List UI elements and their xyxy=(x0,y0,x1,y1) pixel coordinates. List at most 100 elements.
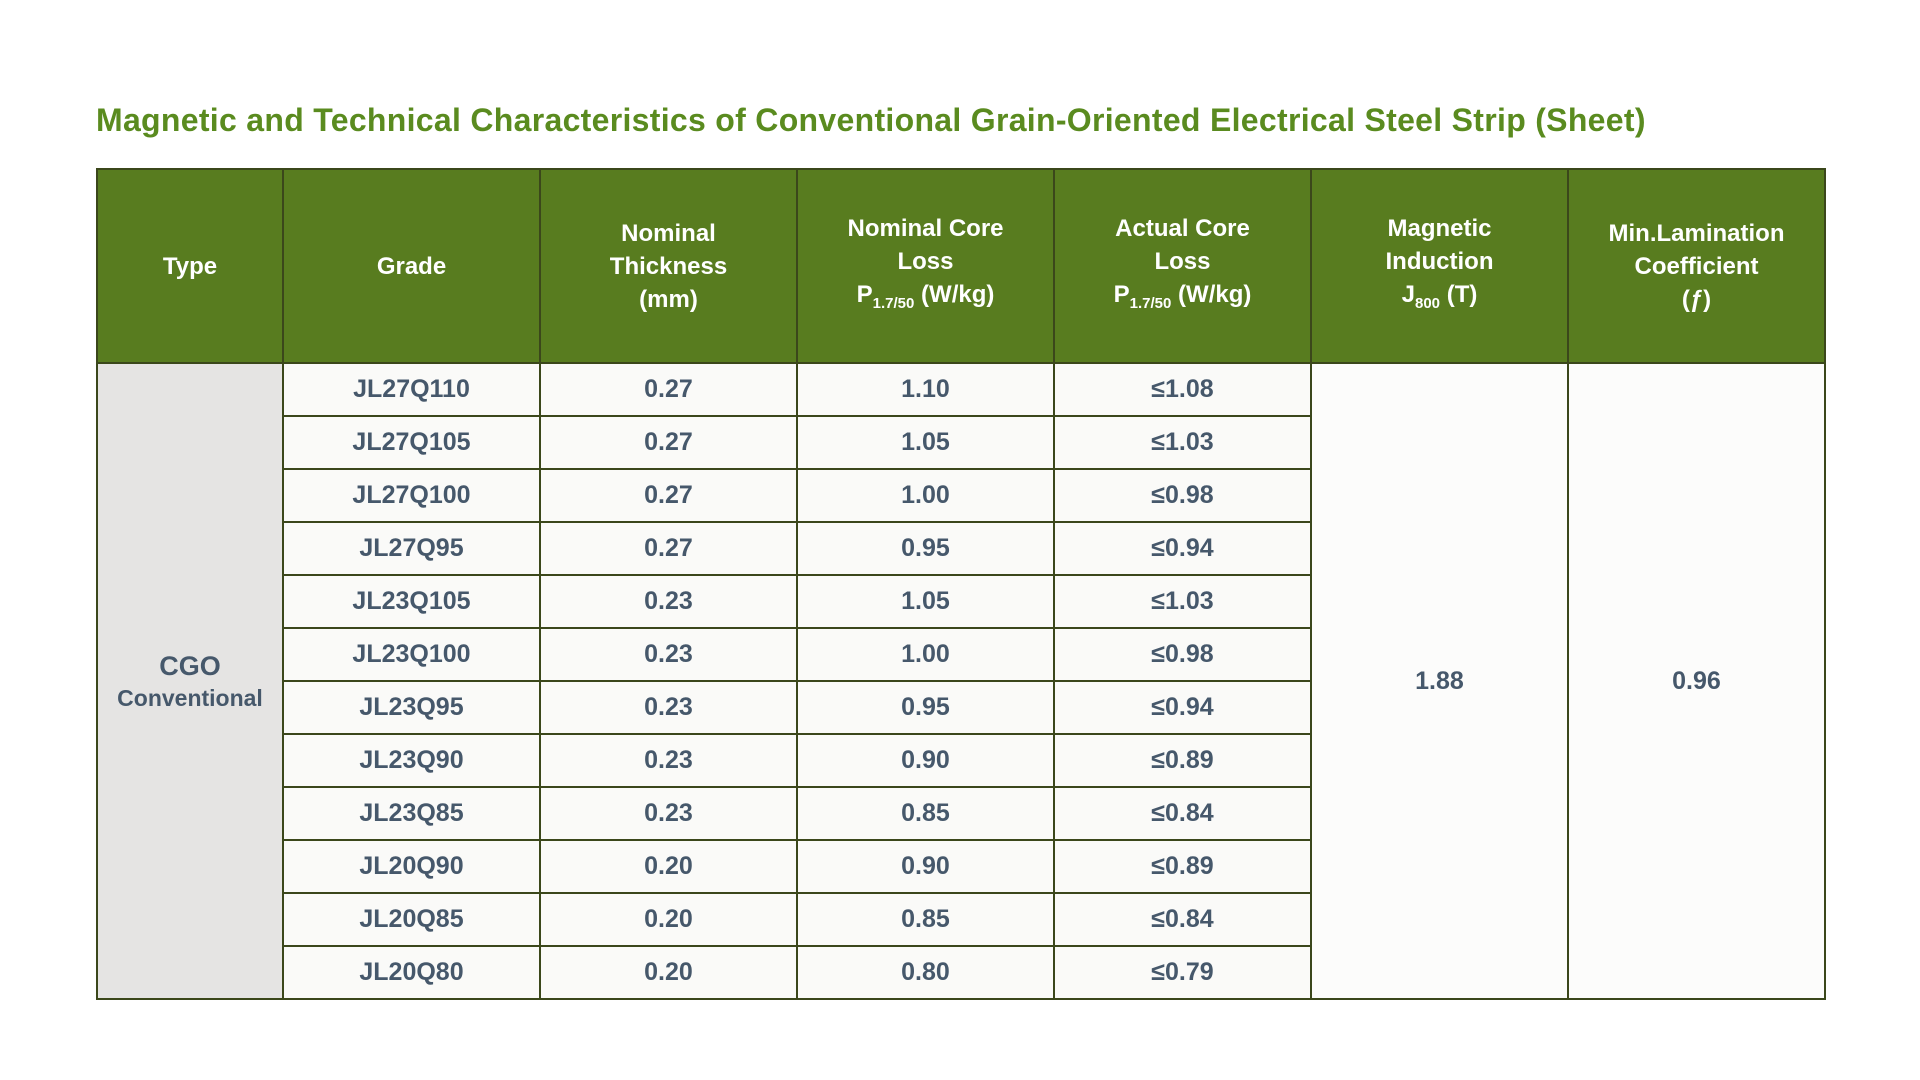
nominal-thickness-cell: 0.23 xyxy=(539,680,798,735)
grade-cell: JL20Q80 xyxy=(282,945,541,1000)
header-label-line: Magnetic xyxy=(1387,215,1492,243)
actual-core-loss-cell: ≤0.98 xyxy=(1053,468,1312,523)
formula-unit: (W/kg) xyxy=(1171,281,1252,309)
header-formula: J800 (T) xyxy=(1312,278,1567,320)
nominal-core-loss-cell: 0.90 xyxy=(796,839,1055,894)
nominal-thickness-cell: 0.27 xyxy=(539,521,798,576)
header-label-line: Loss xyxy=(897,248,954,276)
grade-cell: JL23Q105 xyxy=(282,574,541,629)
grade-cell: JL23Q90 xyxy=(282,733,541,788)
table-row: CGO Conventional JL27Q110 0.27 1.10 ≤1.08 1.88… xyxy=(96,362,1826,1000)
nominal-core-loss-cell: 0.85 xyxy=(796,786,1055,841)
grade-cell: JL20Q85 xyxy=(282,892,541,947)
grade-cell: JL23Q100 xyxy=(282,627,541,682)
table-row: JL23Q100 0.23 1.00 ≤0.98 xyxy=(97,627,1825,682)
nominal-core-loss-cell: 1.00 xyxy=(796,627,1055,682)
actual-core-loss-cell: ≤0.89 xyxy=(1053,839,1312,894)
nominal-thickness-cell: 0.23 xyxy=(539,733,798,788)
nominal-core-loss-cell: 0.95 xyxy=(796,680,1055,735)
nominal-thickness-cell: 0.20 xyxy=(539,839,798,894)
column-header-lamination-coefficient: Min.Lamination Coefficient (ƒ) xyxy=(1567,168,1826,364)
actual-core-loss-cell: ≤0.94 xyxy=(1053,680,1312,735)
nominal-thickness-cell: 0.23 xyxy=(539,786,798,841)
table-row: JL23Q105 0.23 1.05 ≤1.03 xyxy=(97,574,1825,629)
magnetic-induction-cell: 1.88 xyxy=(1310,362,1569,1000)
header-label: Type xyxy=(162,252,218,280)
header-label-line: Loss xyxy=(1154,248,1211,276)
actual-core-loss-cell: ≤1.08 xyxy=(1053,362,1312,417)
column-header-type: Type xyxy=(96,168,284,364)
type-label-cgo: CGO xyxy=(159,651,221,681)
actual-core-loss-cell: ≤0.84 xyxy=(1053,892,1312,947)
header-label-line: Thickness xyxy=(609,252,728,280)
formula-subscript: 1.7/50 xyxy=(1129,294,1172,312)
table-row: JL20Q80 0.20 0.80 ≤0.79 xyxy=(97,945,1825,1000)
table-header: Type Grade Nominal Thickness (mm) Nomina… xyxy=(96,168,1826,364)
nominal-core-loss-cell: 1.05 xyxy=(796,574,1055,629)
actual-core-loss-cell: ≤0.94 xyxy=(1053,521,1312,576)
grade-cell: JL27Q110 xyxy=(282,362,541,417)
formula-unit: (T) xyxy=(1440,281,1478,309)
actual-core-loss-cell: ≤1.03 xyxy=(1053,574,1312,629)
header-label-line: Nominal Core xyxy=(847,215,1004,243)
header-row: Type Grade Nominal Thickness (mm) Nomina… xyxy=(96,168,1826,364)
nominal-thickness-cell: 0.20 xyxy=(539,945,798,1000)
grade-cell: JL27Q100 xyxy=(282,468,541,523)
formula-subscript: 800 xyxy=(1415,294,1441,312)
type-group-cell: CGO Conventional xyxy=(96,362,284,1000)
formula-base: P xyxy=(1113,281,1130,309)
grade-cell: JL23Q85 xyxy=(282,786,541,841)
table-row: JL27Q95 0.27 0.95 ≤0.94 xyxy=(97,521,1825,576)
table-row: JL27Q100 0.27 1.00 ≤0.98 xyxy=(97,468,1825,523)
header-label-line: Min.Lamination xyxy=(1608,219,1785,247)
column-header-grade: Grade xyxy=(282,168,541,364)
header-formula: P1.7/50 (W/kg) xyxy=(798,278,1053,320)
nominal-core-loss-cell: 1.10 xyxy=(796,362,1055,417)
nominal-core-loss-cell: 1.00 xyxy=(796,468,1055,523)
actual-core-loss-cell: ≤0.79 xyxy=(1053,945,1312,1000)
lamination-coefficient-cell: 0.96 xyxy=(1567,362,1826,1000)
formula-base: P xyxy=(856,281,873,309)
grade-cell: JL23Q95 xyxy=(282,680,541,735)
type-label-conventional: Conventional xyxy=(117,685,263,711)
grade-cell: JL27Q105 xyxy=(282,415,541,470)
formula-base: J xyxy=(1401,281,1415,309)
table-row: JL20Q85 0.20 0.85 ≤0.84 xyxy=(97,892,1825,947)
nominal-core-loss-cell: 0.80 xyxy=(796,945,1055,1000)
table-row: JL23Q85 0.23 0.85 ≤0.84 xyxy=(97,786,1825,841)
nominal-thickness-cell: 0.20 xyxy=(539,892,798,947)
nominal-core-loss-cell: 0.85 xyxy=(796,892,1055,947)
nominal-core-loss-cell: 0.95 xyxy=(796,521,1055,576)
table-row: JL23Q90 0.23 0.90 ≤0.89 xyxy=(97,733,1825,788)
header-label-line: Actual Core xyxy=(1115,215,1250,243)
header-label-line: Nominal xyxy=(621,219,716,247)
table-body: CGO Conventional JL27Q110 0.27 1.10 ≤1.08 1.88… xyxy=(96,362,1826,1000)
table-row: JL23Q95 0.23 0.95 ≤0.94 xyxy=(97,680,1825,735)
nominal-thickness-cell: 0.27 xyxy=(539,468,798,523)
nominal-thickness-cell: 0.27 xyxy=(539,415,798,470)
column-header-actual-core-loss: Actual Core Loss P1.7/50 (W/kg) xyxy=(1053,168,1312,364)
header-label-line: Coefficient xyxy=(1634,252,1759,280)
nominal-thickness-cell: 0.27 xyxy=(539,362,798,417)
actual-core-loss-cell: ≤0.84 xyxy=(1053,786,1312,841)
header-formula: P1.7/50 (W/kg) xyxy=(1055,278,1310,320)
header-label-line: (ƒ) xyxy=(1681,285,1712,313)
formula-subscript: 1.7/50 xyxy=(872,294,915,312)
header-label-line: (mm) xyxy=(639,285,698,313)
actual-core-loss-cell: ≤0.98 xyxy=(1053,627,1312,682)
nominal-core-loss-cell: 1.05 xyxy=(796,415,1055,470)
header-label-line: Induction xyxy=(1385,248,1494,276)
spec-table: Type Grade Nominal Thickness (mm) Nomina… xyxy=(96,168,1826,1000)
header-label: Grade xyxy=(376,252,447,280)
actual-core-loss-cell: ≤0.89 xyxy=(1053,733,1312,788)
nominal-thickness-cell: 0.23 xyxy=(539,627,798,682)
formula-unit: (W/kg) xyxy=(914,281,995,309)
column-header-nominal-core-loss: Nominal Core Loss P1.7/50 (W/kg) xyxy=(796,168,1055,364)
grade-cell: JL20Q90 xyxy=(282,839,541,894)
page-title: Magnetic and Technical Characteristics o… xyxy=(96,102,1646,138)
actual-core-loss-cell: ≤1.03 xyxy=(1053,415,1312,470)
nominal-core-loss-cell: 0.90 xyxy=(796,733,1055,788)
table-row: JL20Q90 0.20 0.90 ≤0.89 xyxy=(97,839,1825,894)
column-header-magnetic-induction: Magnetic Induction J800 (T) xyxy=(1310,168,1569,364)
nominal-thickness-cell: 0.23 xyxy=(539,574,798,629)
